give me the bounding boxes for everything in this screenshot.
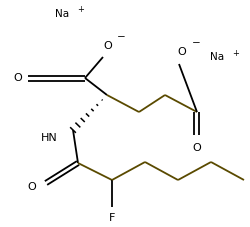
Text: +: + bbox=[231, 49, 238, 57]
Text: O: O bbox=[192, 143, 200, 153]
Text: −: − bbox=[116, 32, 125, 42]
Text: O: O bbox=[28, 182, 36, 192]
Text: O: O bbox=[177, 47, 186, 57]
Text: Na: Na bbox=[209, 52, 223, 62]
Text: O: O bbox=[14, 73, 22, 83]
Text: F: F bbox=[108, 213, 115, 223]
Text: O: O bbox=[103, 41, 112, 51]
Text: HN: HN bbox=[41, 133, 58, 143]
Text: Na: Na bbox=[55, 9, 69, 19]
Text: +: + bbox=[77, 5, 84, 15]
Text: −: − bbox=[191, 38, 200, 48]
